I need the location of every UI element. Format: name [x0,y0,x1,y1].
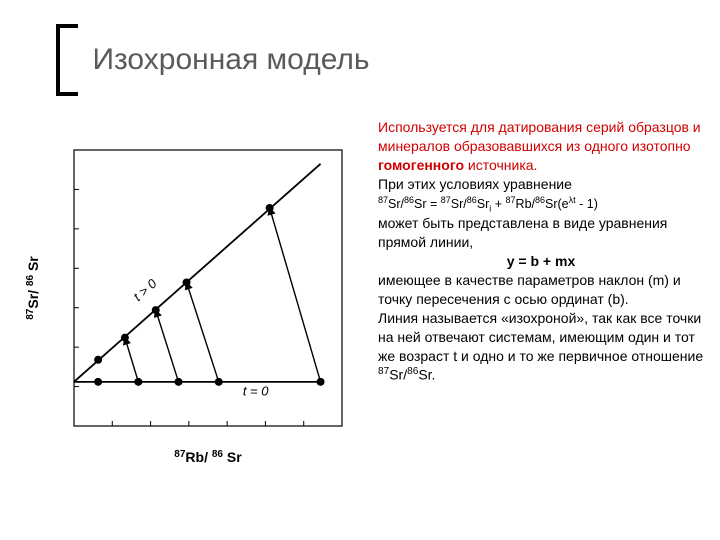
p1-bold: гомогенного [378,157,464,173]
para-2: При этих условиях уравнение [378,175,704,194]
title-bracket [56,24,78,96]
isochron-diagram: t = 0t > 087Rb/ 86 Sr87Sr/ 86 Sr [20,136,360,476]
svg-text:t = 0: t = 0 [243,384,269,399]
svg-text:87Sr/ 86 Sr: 87Sr/ 86 Sr [25,256,41,320]
title-block: Изохронная модель [56,24,370,96]
equation-1: 87Sr/86Sr = 87Sr/86Sri + 87Rb/86Sr(eλt -… [378,194,704,215]
p1-tail: источника. [464,157,537,173]
p1-lead: Используется для датирования серий образ… [378,119,701,154]
para-4: имеющее в качестве параметров наклон (m)… [378,271,704,309]
para-1: Используется для датирования серий образ… [378,118,704,175]
svg-text:87Rb/ 86 Sr: 87Rb/ 86 Sr [174,449,242,465]
p5-a: Линия называется «изохроной», так как вс… [378,310,703,364]
page-title: Изохронная модель [92,43,369,77]
para-5: Линия называется «изохроной», так как вс… [378,309,704,385]
body-text: Используется для датирования серий образ… [378,118,704,385]
equation-2: y = b + mx [378,252,704,271]
para-3: может быть представлена в виде уравнения… [378,214,704,252]
